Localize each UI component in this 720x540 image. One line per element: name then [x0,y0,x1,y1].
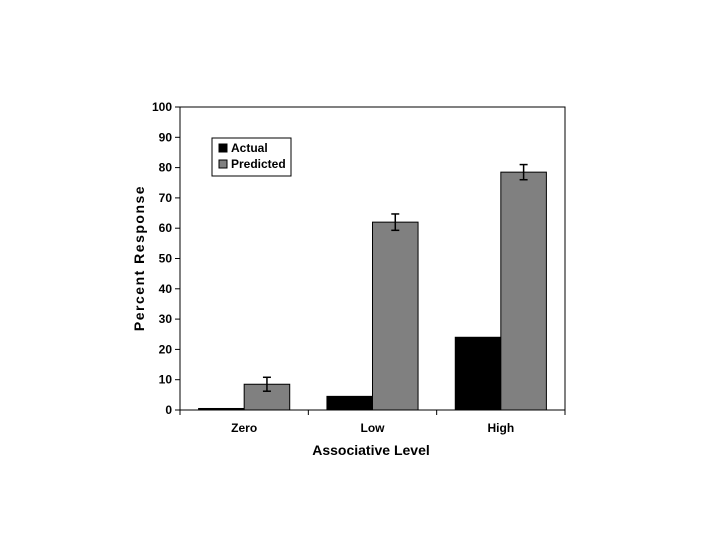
y-tick-label: 100 [152,100,172,114]
legend-swatch-predicted [218,159,228,169]
y-tick-label: 20 [159,342,173,356]
y-tick-label: 30 [159,312,173,326]
bar-actual-high [454,336,502,411]
y-tick-label: 0 [165,403,172,417]
bar-actual-zero [198,407,245,411]
x-tick-label: Zero [231,421,257,435]
y-tick-label: 80 [159,161,173,175]
legend: Actual Predicted [211,137,292,177]
x-axis-title: Associative Level [312,442,430,458]
y-tick-label: 90 [159,130,173,144]
bar-actual-low [326,395,374,411]
y-tick-label: 60 [159,221,173,235]
y-axis-title: Percent Response [131,185,147,331]
y-tick-label: 70 [159,191,173,205]
bar-predicted-low [372,221,419,411]
y-tick-label: 40 [159,282,173,296]
y-tick-label: 50 [159,252,173,266]
legend-label-actual: Actual [231,141,268,155]
legend-label-predicted: Predicted [231,157,286,171]
y-tick-label: 10 [159,373,173,387]
x-tick-label: High [487,421,514,435]
bar-predicted-high [500,171,547,411]
legend-swatch-actual [218,143,228,153]
x-tick-label: Low [361,421,386,435]
